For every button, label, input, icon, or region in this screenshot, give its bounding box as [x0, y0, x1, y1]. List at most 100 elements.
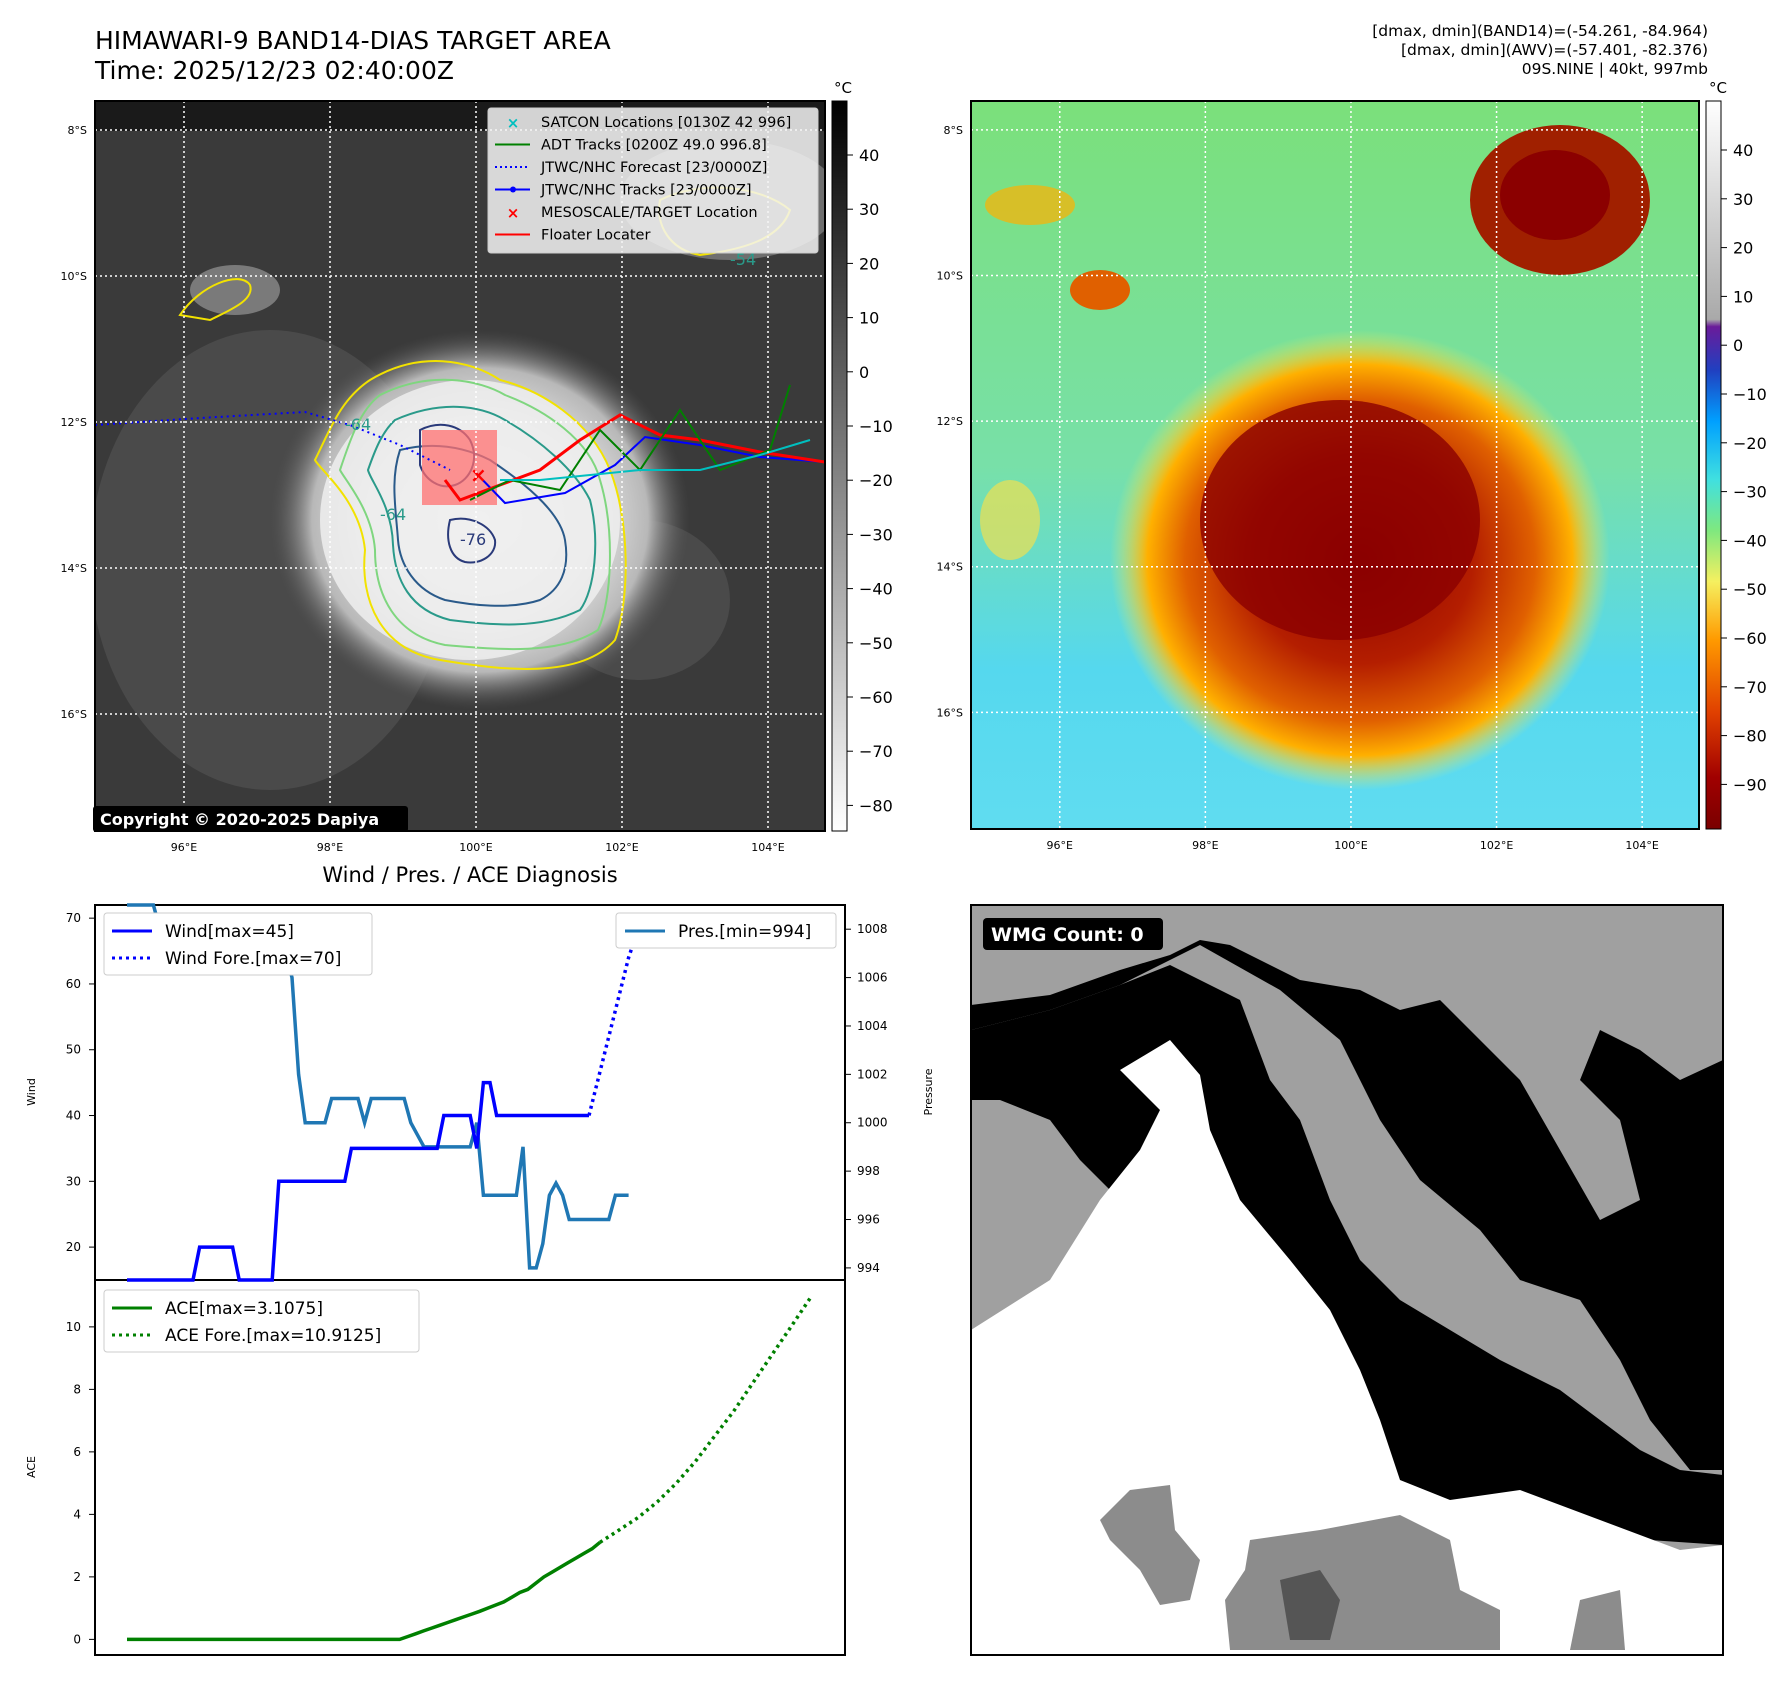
colorbar-tick-label: 20 — [859, 254, 879, 273]
diagnosis-ticks: 2030405060709949969981000100210041006100… — [66, 911, 888, 1646]
ir-legend: × SATCON Locations [0130Z 42 996] ADT Trac… — [487, 107, 819, 254]
ir-colorbar-unit: °C — [834, 79, 852, 97]
pressure-tick-label: 996 — [857, 1213, 880, 1227]
pressure-tick-label: 1000 — [857, 1116, 888, 1130]
contour-label: -64 — [380, 505, 406, 524]
pressure-tick-label: 1008 — [857, 922, 888, 936]
lon-tick-label: 102°E — [1480, 839, 1513, 852]
color-colorbar-unit: °C — [1709, 79, 1727, 97]
colorbar-tick-label: −10 — [1733, 385, 1767, 404]
svg-text:×: × — [470, 463, 487, 487]
info-block: [dmax, dmin](BAND14)=(-54.261, -84.964) … — [1108, 22, 1708, 79]
pressure-legend: Pres.[min=994] — [615, 912, 837, 949]
colorbar-tick-label: 20 — [1733, 239, 1753, 258]
wind-tick-label: 40 — [66, 1109, 81, 1123]
ace-tick-label: 6 — [73, 1445, 81, 1459]
wmg-panel: WMG Count: 0 — [970, 904, 1724, 1656]
lat-tick-label: 14°S — [61, 562, 87, 575]
ace-series-line — [127, 1540, 602, 1642]
pressure-tick-label: 1002 — [857, 1067, 888, 1081]
ace-legend: ACE[max=3.1075] ACE Fore.[max=10.9125] — [103, 1289, 420, 1353]
lat-tick-label: 14°S — [937, 561, 963, 574]
ace-tick-label: 10 — [66, 1320, 81, 1334]
copyright-text: Copyright © 2020-2025 Dapiya — [100, 810, 379, 829]
wind-legend-label: Wind[max=45] — [165, 922, 294, 942]
colorbar-tick-label: −50 — [1733, 580, 1767, 599]
ace-axis-label: ACE — [25, 1456, 38, 1478]
colorbar-tick-label: −80 — [859, 796, 893, 815]
pressure-legend-label: Pres.[min=994] — [678, 922, 811, 942]
color-colorbar — [1705, 100, 1722, 830]
lat-tick-label: 10°S — [937, 270, 963, 283]
ace-tick-label: 0 — [73, 1632, 81, 1646]
colorbar-tick-label: −70 — [1733, 678, 1767, 697]
lon-tick-label: 100°E — [459, 841, 492, 854]
copyright-badge: Copyright © 2020-2025 Dapiya — [93, 806, 408, 832]
info-storm: 09S.NINE | 40kt, 997mb — [1521, 60, 1708, 78]
lon-tick-label: 98°E — [1192, 839, 1218, 852]
colorbar-tick-label: −10 — [859, 417, 893, 436]
colorbar-tick-label: 0 — [859, 363, 869, 382]
lon-tick-label: 96°E — [1047, 839, 1073, 852]
colorbar-tick-label: −40 — [859, 580, 893, 599]
legend-x-marker: × — [507, 204, 520, 222]
colorbar-tick-label: −60 — [859, 688, 893, 707]
lon-tick-label: 102°E — [605, 841, 638, 854]
legend-label: JTWC/NHC Forecast [23/0000Z] — [540, 160, 767, 176]
diagnosis-panel: Wind / Pres. / ACE Diagnosis Wind Pressu… — [25, 863, 935, 1656]
colorbar-tick-label: −50 — [859, 634, 893, 653]
pressure-tick-label: 994 — [857, 1261, 880, 1275]
diagnosis-title: Wind / Pres. / ACE Diagnosis — [322, 863, 617, 887]
lon-tick-label: 104°E — [1625, 839, 1658, 852]
timestamp: Time: 2025/12/23 02:40:00Z — [95, 56, 454, 85]
lat-tick-label: 8°S — [944, 124, 963, 137]
pressure-tick-label: 1006 — [857, 971, 888, 985]
ace-tick-label: 4 — [73, 1507, 81, 1521]
colorbar-tick-label: −40 — [1733, 531, 1767, 550]
wind-forecast-legend-label: Wind Fore.[max=70] — [165, 949, 341, 969]
lon-tick-label: 104°E — [751, 841, 784, 854]
colorbar-tick-label: −20 — [859, 471, 893, 490]
ace-tick-label: 8 — [73, 1382, 81, 1396]
legend-dot — [510, 186, 516, 193]
lon-tick-label: 100°E — [1334, 839, 1367, 852]
ace-forecast-legend-label: ACE Fore.[max=10.9125] — [165, 1326, 381, 1346]
contour-label: -64 — [345, 415, 371, 434]
colorbar-tick-label: 30 — [859, 200, 879, 219]
contour-label: -76 — [460, 530, 486, 549]
chart-title: HIMAWARI-9 BAND14-DIAS TARGET AREA — [95, 26, 611, 55]
colorbar-tick-label: −70 — [859, 742, 893, 761]
wind-tick-label: 60 — [66, 977, 81, 991]
info-band14: [dmax, dmin](BAND14)=(-54.261, -84.964) — [1372, 22, 1708, 40]
lat-tick-label: 8°S — [68, 124, 87, 137]
colorbar-tick-label: −90 — [1733, 775, 1767, 794]
ir-imagery: × -64 -76 -64 -54 — [95, 101, 825, 831]
colorbar-tick-label: −30 — [1733, 483, 1767, 502]
pressure-tick-label: 998 — [857, 1164, 880, 1178]
colorbar-tick-label: 40 — [859, 146, 879, 165]
color-gridlines: 8°S 10°S 12°S 14°S 16°S 96°E 98°E 100°E 102°E 104… — [937, 101, 1699, 852]
legend-label: MESOSCALE/TARGET Location — [541, 205, 758, 221]
ace-forecast-line — [599, 1297, 812, 1544]
wind-tick-label: 50 — [66, 1043, 81, 1057]
lat-tick-label: 16°S — [937, 706, 963, 719]
ir-map-panel: × -64 -76 -64 -54 8°S 10°S 12°S 14°S 16°S 96°… — [61, 79, 893, 854]
legend-label: SATCON Locations [0130Z 42 996] — [541, 115, 791, 131]
lon-tick-label: 96°E — [171, 841, 197, 854]
color-colorbar-ticks: 40 30 20 10 0 −10 −20 −30 −40 −50 −60 −70 −80 −90 — [1721, 141, 1767, 794]
lat-tick-label: 16°S — [61, 708, 87, 721]
colorbar-tick-label: −30 — [859, 525, 893, 544]
colorbar-tick-label: 30 — [1733, 190, 1753, 209]
colorbar-tick-label: 40 — [1733, 141, 1753, 160]
color-map-panel: 8°S10°S12°S14°S16°S96°E 98°E 100°E 102°E 104… — [937, 79, 1767, 852]
wmg-count-label: WMG Count: 0 — [991, 924, 1144, 946]
colorbar-tick-label: 10 — [1733, 287, 1753, 306]
wind-tick-label: 70 — [66, 911, 81, 925]
wind-tick-label: 30 — [66, 1174, 81, 1188]
ir-colorbar — [831, 100, 848, 832]
colorbar-tick-label: −20 — [1733, 434, 1767, 453]
wind-series-line — [127, 1080, 589, 1282]
lat-tick-label: 12°S — [61, 416, 87, 429]
ace-tick-label: 2 — [73, 1570, 81, 1584]
